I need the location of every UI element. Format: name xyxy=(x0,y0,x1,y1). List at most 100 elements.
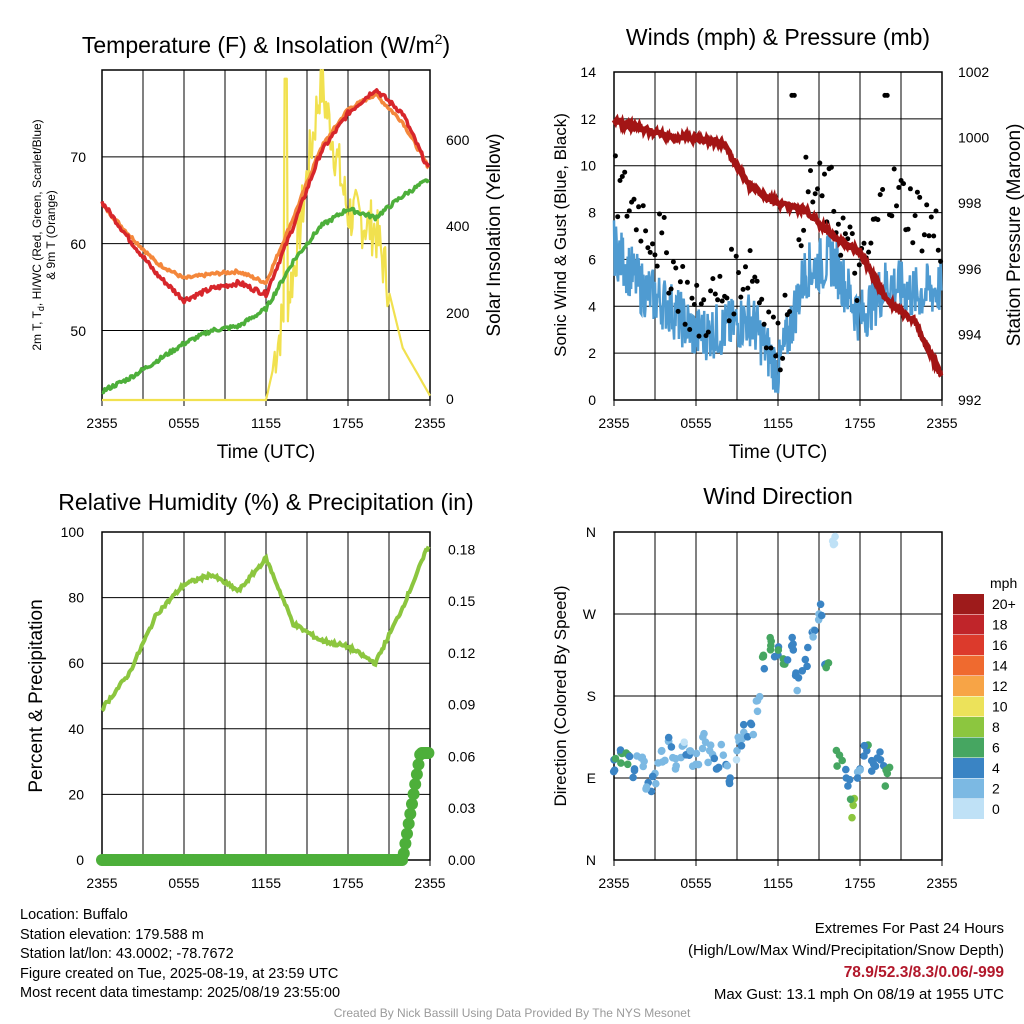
gust-point xyxy=(928,214,934,220)
elevation-text: Station elevation: 179.588 m xyxy=(20,926,204,943)
gust-point xyxy=(668,286,674,292)
direction-point xyxy=(801,655,810,664)
direction-point xyxy=(809,633,817,641)
x-tick-label: 2355 xyxy=(926,875,957,891)
direction-point xyxy=(625,752,634,761)
humidity-x-ticks: 2355 0555 1155 1755 2355 xyxy=(86,860,446,891)
insol-tick-200: 200 xyxy=(446,305,470,321)
direction-point xyxy=(739,720,748,729)
gust-point xyxy=(822,171,827,177)
direction-tick: W xyxy=(583,606,597,622)
gust-point xyxy=(687,327,693,332)
temp-tick-70: 70 xyxy=(70,149,86,165)
precip-point xyxy=(410,768,423,781)
gust-point xyxy=(901,181,906,187)
direction-point xyxy=(760,664,769,673)
direction-point xyxy=(672,762,680,770)
direction-point xyxy=(766,633,774,642)
gust-point xyxy=(631,196,637,202)
gust-point xyxy=(828,164,834,170)
gust-point xyxy=(691,302,697,307)
legend-label: 4 xyxy=(992,760,1000,776)
gust-point xyxy=(689,295,695,301)
gust-point xyxy=(638,238,644,244)
precip-tick: 0.18 xyxy=(448,541,475,557)
direction-point xyxy=(860,741,869,750)
gust-point xyxy=(617,178,623,183)
legend-swatch xyxy=(953,799,984,819)
x-tick-label: 2355 xyxy=(86,875,117,891)
direction-point xyxy=(611,754,620,763)
gust-point xyxy=(866,249,872,255)
gust-point xyxy=(675,308,681,314)
gust-point xyxy=(773,353,779,359)
direction-point xyxy=(844,782,852,790)
direction-point xyxy=(885,763,894,772)
gust-point xyxy=(921,232,927,238)
gust-point xyxy=(724,295,730,301)
precip-tick: 0.00 xyxy=(448,852,475,868)
gust-point xyxy=(636,204,642,210)
humidity-title: Relative Humidity (%) & Precipitation (i… xyxy=(58,489,473,515)
pressure-tick: 992 xyxy=(958,392,982,408)
direction-tick: N xyxy=(586,852,596,868)
gust-point xyxy=(622,169,628,175)
direction-point xyxy=(710,754,719,763)
gust-point xyxy=(933,208,939,214)
gust-point xyxy=(798,243,804,249)
gust-point xyxy=(842,231,848,237)
legend-swatch xyxy=(953,758,984,778)
direction-point xyxy=(749,730,758,739)
direction-tick: S xyxy=(587,688,596,704)
gust-point xyxy=(787,309,793,315)
gust-point xyxy=(810,199,816,205)
extremes-subtitle: (High/Low/Max Wind/Precipitation/Snow De… xyxy=(688,942,1004,959)
direction-point xyxy=(789,646,798,654)
gust-point xyxy=(919,248,925,254)
direction-point xyxy=(766,646,775,654)
legend-label: 10 xyxy=(992,699,1008,715)
direction-point xyxy=(743,733,752,741)
precip-point xyxy=(422,747,435,759)
max-gust-text: Max Gust: 13.1 mph On 08/19 at 1955 UTC xyxy=(713,986,1004,1003)
legend-swatch xyxy=(953,614,984,635)
credit-text: Created By Nick Bassill Using Data Provi… xyxy=(333,1006,691,1020)
direction-point xyxy=(688,762,697,770)
gust-point xyxy=(875,217,881,223)
gust-point xyxy=(654,263,660,269)
direction-point xyxy=(853,774,862,782)
gust-point xyxy=(726,318,732,324)
series-line-station-pressure xyxy=(611,113,944,378)
legend-label: 14 xyxy=(992,658,1008,674)
gust-point xyxy=(782,292,788,298)
gust-point xyxy=(801,227,807,233)
gust-point xyxy=(877,192,883,198)
direction-point xyxy=(788,633,796,642)
series-line-2m-t xyxy=(100,88,431,305)
gust-point xyxy=(615,214,621,220)
direction-point xyxy=(789,640,797,648)
gust-point xyxy=(619,174,625,179)
direction-x-ticks: 2355 0555 1155 1755 2355 xyxy=(598,860,958,891)
station-info: Location: Buffalo Station elevation: 179… xyxy=(20,906,340,1004)
wind-tick: 2 xyxy=(588,345,596,361)
direction-point xyxy=(629,773,637,782)
gust-point xyxy=(907,186,913,192)
series-line-td xyxy=(101,178,431,395)
gust-point xyxy=(849,231,855,237)
wind-left-ticks: 0 2 4 6 8 10 12 14 xyxy=(580,64,596,408)
gust-point xyxy=(652,252,658,258)
gust-point xyxy=(796,237,802,243)
gust-point xyxy=(889,213,895,219)
direction-point xyxy=(832,746,841,755)
direction-point xyxy=(664,733,673,742)
direction-point xyxy=(831,532,839,541)
temperature-panel: Temperature (F) & Insolation (W/m2) 2355… xyxy=(30,31,505,463)
latlon-text: Station lat/lon: 43.0002; -78.7672 xyxy=(20,946,234,962)
gust-point xyxy=(640,203,646,209)
precip-tick: 0.12 xyxy=(448,645,475,661)
gust-point xyxy=(745,285,751,291)
direction-point xyxy=(747,720,756,729)
x-tick-label: 1755 xyxy=(844,415,875,431)
